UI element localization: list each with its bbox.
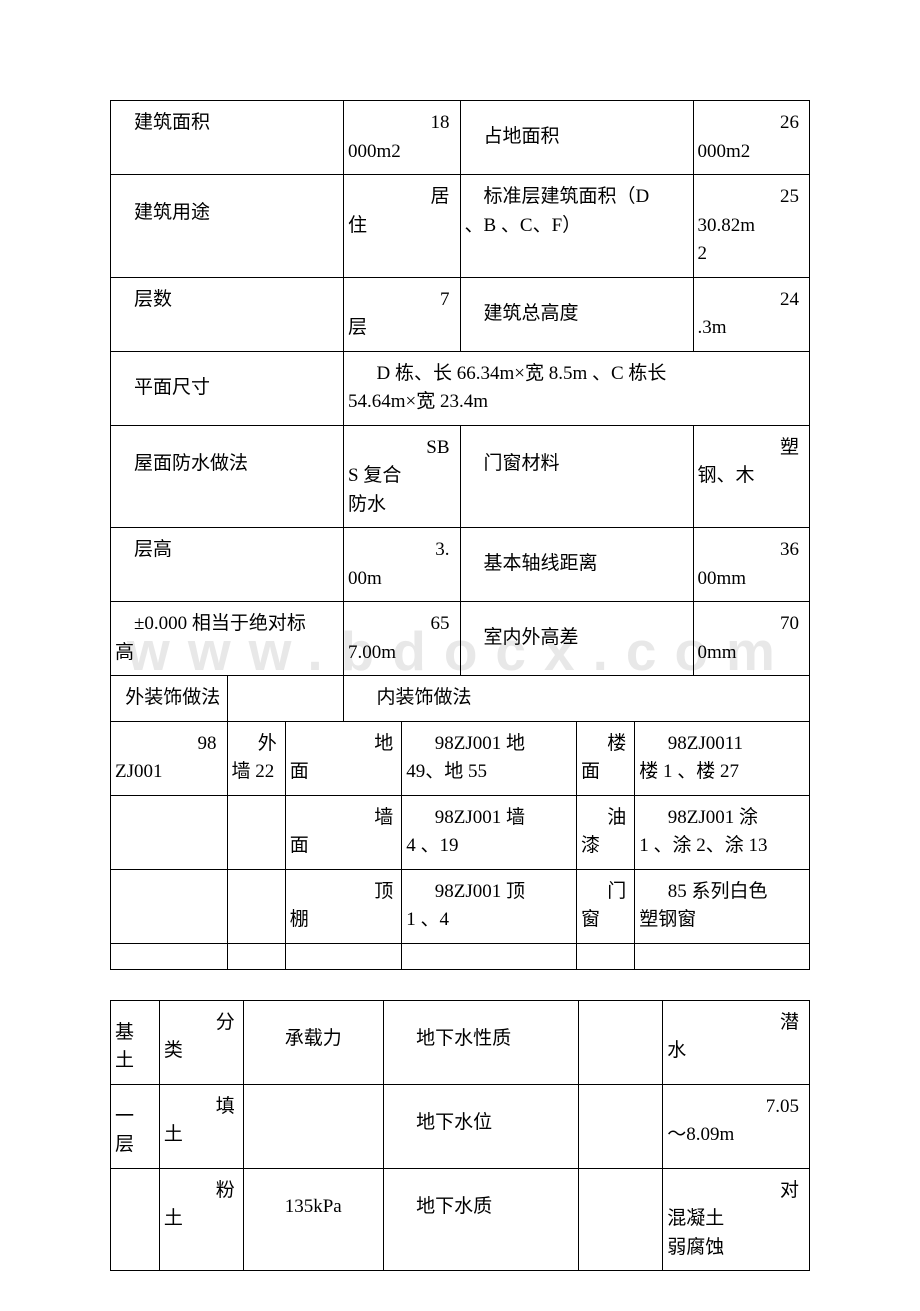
foundation-info-table: 基 土 分 类 承载力 地下水性质 潜 水 一 层 填 土 地下水位 7.05 …	[110, 1000, 810, 1272]
cell-label: 一 层	[111, 1084, 160, 1168]
cell-header: 内装饰做法	[344, 676, 810, 722]
cell-value: 油 漆	[577, 795, 635, 869]
cell-value: 70 0mm	[693, 602, 810, 676]
cell-label: 门窗材料	[460, 425, 693, 528]
table-gap	[110, 970, 810, 1000]
table-row: 层高 3. 00m 基本轴线距离 36 00mm	[111, 528, 810, 602]
cell-empty	[285, 943, 402, 969]
cell-label: 基本轴线距离	[460, 528, 693, 602]
cell-value: 塑 钢、木	[693, 425, 810, 528]
table-row: 层数 7 层 建筑总高度 24 .3m	[111, 277, 810, 351]
cell-value: 98 ZJ001	[111, 721, 228, 795]
cell-empty	[579, 1000, 663, 1084]
cell-empty	[111, 869, 228, 943]
cell-label: 粉 土	[159, 1168, 243, 1271]
table-row: 顶 棚 98ZJ001 顶 1 、4 门 窗 85 系列白色 塑钢窗	[111, 869, 810, 943]
cell-value: 门 窗	[577, 869, 635, 943]
cell-empty	[243, 1084, 383, 1168]
cell-label: 室内外高差	[460, 602, 693, 676]
cell-empty	[635, 943, 810, 969]
table-row-empty	[111, 943, 810, 969]
cell-value: 98ZJ001 墙 4 、19	[402, 795, 577, 869]
cell-value: 墙 面	[285, 795, 402, 869]
cell-value: 7.05 ～8.09m	[663, 1084, 810, 1168]
cell-value: 3. 00m	[344, 528, 461, 602]
page-content: 建筑面积 18 000m2 占地面积 26 000m2 建筑用途 居 住 标准层…	[110, 100, 810, 1271]
cell-value: 24 .3m	[693, 277, 810, 351]
cell-empty	[111, 943, 228, 969]
cell-label: 层数	[111, 277, 344, 351]
cell-value: 98ZJ001 顶 1 、4	[402, 869, 577, 943]
cell-empty	[579, 1084, 663, 1168]
table-row: 基 土 分 类 承载力 地下水性质 潜 水	[111, 1000, 810, 1084]
cell-value: 98ZJ001 涂 1 、涂 2、涂 13	[635, 795, 810, 869]
cell-value: 135kPa	[243, 1168, 383, 1271]
cell-empty	[402, 943, 577, 969]
cell-label: 建筑用途	[111, 175, 344, 278]
cell-empty	[227, 943, 285, 969]
cell-label: 填 土	[159, 1084, 243, 1168]
cell-value: 26 000m2	[693, 101, 810, 175]
table-row: 墙 面 98ZJ001 墙 4 、19 油 漆 98ZJ001 涂 1 、涂 2…	[111, 795, 810, 869]
cell-value: 潜 水	[663, 1000, 810, 1084]
cell-value: 65 7.00m	[344, 602, 461, 676]
cell-value: 98ZJ0011 楼 1 、楼 27	[635, 721, 810, 795]
cell-header: 外装饰做法	[111, 676, 228, 722]
cell-label: 平面尺寸	[111, 351, 344, 425]
cell-label: 承载力	[243, 1000, 383, 1084]
cell-value: 顶 棚	[285, 869, 402, 943]
cell-empty	[111, 795, 228, 869]
table-row: 平面尺寸 D 栋、长 66.34m×宽 8.5m 、C 栋长 54.64m×宽 …	[111, 351, 810, 425]
cell-label: 屋面防水做法	[111, 425, 344, 528]
cell-value: 楼 面	[577, 721, 635, 795]
cell-label: 建筑总高度	[460, 277, 693, 351]
cell-empty	[111, 1168, 160, 1271]
cell-label: 地下水位	[383, 1084, 579, 1168]
cell-empty	[227, 676, 344, 722]
table-row: 建筑用途 居 住 标准层建筑面积（D 、B 、C、F） 25 30.82m 2	[111, 175, 810, 278]
cell-label: 基 土	[111, 1000, 160, 1084]
cell-value: 外 墙 22	[227, 721, 285, 795]
table-row: 屋面防水做法 SB S 复合 防水 门窗材料 塑 钢、木	[111, 425, 810, 528]
table-row: 建筑面积 18 000m2 占地面积 26 000m2	[111, 101, 810, 175]
cell-value: 7 层	[344, 277, 461, 351]
cell-value: 25 30.82m 2	[693, 175, 810, 278]
cell-empty	[577, 943, 635, 969]
cell-label: 分 类	[159, 1000, 243, 1084]
cell-label: 占地面积	[460, 101, 693, 175]
cell-label: 地下水性质	[383, 1000, 579, 1084]
cell-value: 对 混凝土 弱腐蚀	[663, 1168, 810, 1271]
cell-empty	[579, 1168, 663, 1271]
cell-label: 建筑面积	[111, 101, 344, 175]
table-row: 粉 土 135kPa 地下水质 对 混凝土 弱腐蚀	[111, 1168, 810, 1271]
cell-value: 地 面	[285, 721, 402, 795]
table-row: ±0.000 相当于绝对标 高 65 7.00m 室内外高差 70 0mm	[111, 602, 810, 676]
cell-label: 标准层建筑面积（D 、B 、C、F）	[460, 175, 693, 278]
cell-label: ±0.000 相当于绝对标 高	[111, 602, 344, 676]
cell-label: 层高	[111, 528, 344, 602]
table-header-row: 外装饰做法 内装饰做法	[111, 676, 810, 722]
cell-value: 36 00mm	[693, 528, 810, 602]
cell-value: SB S 复合 防水	[344, 425, 461, 528]
cell-value: 98ZJ001 地 49、地 55	[402, 721, 577, 795]
cell-label: 地下水质	[383, 1168, 579, 1271]
building-info-table: 建筑面积 18 000m2 占地面积 26 000m2 建筑用途 居 住 标准层…	[110, 100, 810, 970]
cell-value: D 栋、长 66.34m×宽 8.5m 、C 栋长 54.64m×宽 23.4m	[344, 351, 810, 425]
cell-value: 85 系列白色 塑钢窗	[635, 869, 810, 943]
table-row: 98 ZJ001 外 墙 22 地 面 98ZJ001 地 49、地 55 楼 …	[111, 721, 810, 795]
cell-empty	[227, 869, 285, 943]
cell-value: 居 住	[344, 175, 461, 278]
table-row: 一 层 填 土 地下水位 7.05 ～8.09m	[111, 1084, 810, 1168]
cell-value: 18 000m2	[344, 101, 461, 175]
cell-empty	[227, 795, 285, 869]
